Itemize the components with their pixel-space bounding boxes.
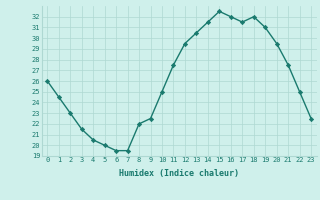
X-axis label: Humidex (Indice chaleur): Humidex (Indice chaleur) xyxy=(119,169,239,178)
